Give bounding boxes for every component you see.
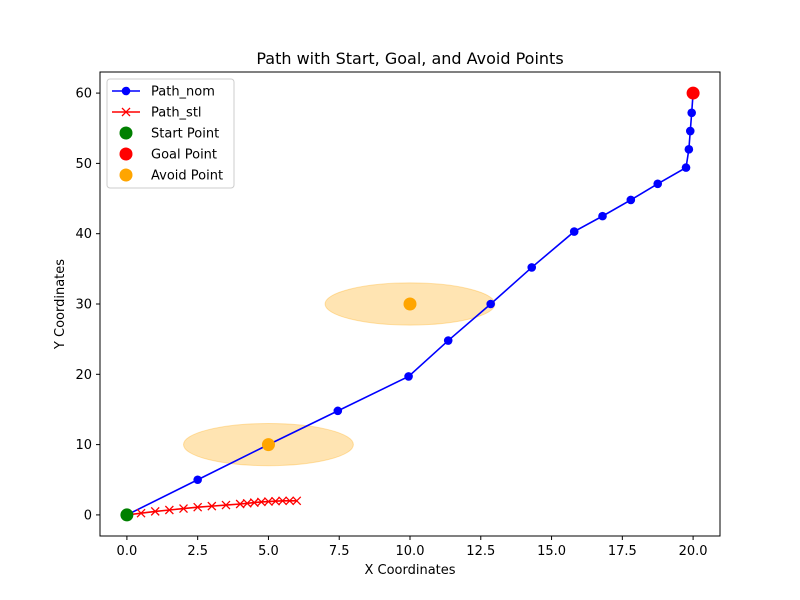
point-Path_nom-11 <box>653 179 663 189</box>
point-Path_nom-5 <box>443 336 453 345</box>
x-axis-ticks: 0.0 2.5 5.0 7.5 10.0 12.5 15.0 17.5 20.0 <box>117 536 708 559</box>
x-tick-label-1: 2.5 <box>187 544 208 559</box>
y-axis-label: Y Coordinates <box>53 259 68 350</box>
point-Path_stl-10 <box>249 498 259 508</box>
x-tick-label-6: 15.0 <box>537 544 566 559</box>
point-Path_stl-2 <box>150 506 160 516</box>
svg-text:Avoid Point: Avoid Point <box>151 169 223 184</box>
svg-text:Path_nom: Path_nom <box>151 85 215 100</box>
point-Path_stl-4 <box>179 504 188 514</box>
goal-point-marker-0 <box>686 86 700 100</box>
plot-area <box>120 86 700 522</box>
avoid-point-marker-0 <box>261 438 275 452</box>
y-tick-label-3: 30 <box>75 298 92 313</box>
point-Path_stl-3 <box>164 505 174 515</box>
x-tick-label-0: 0.0 <box>117 544 138 559</box>
legend-entry-avoid-point: Avoid Point <box>119 168 223 184</box>
point-Path_nom-9 <box>598 211 607 221</box>
y-tick-label-4: 40 <box>75 227 92 242</box>
point-Path_nom-6 <box>486 299 495 309</box>
legend-entry-goal-point: Goal Point <box>119 147 217 163</box>
point-Path_nom-8 <box>569 227 579 236</box>
point-Path_nom-3 <box>333 406 343 416</box>
legend-entry-path_stl: Path_stl <box>112 106 202 121</box>
point-Path_stl-6 <box>207 501 217 511</box>
point-Path_stl-1 <box>136 508 146 518</box>
svg-text:Path_stl: Path_stl <box>151 106 202 121</box>
x-tick-label-4: 10.0 <box>396 544 425 559</box>
legend-entry-start-point: Start Point <box>119 126 219 142</box>
y-axis-ticks: 0 10 20 30 40 50 60 <box>75 87 100 523</box>
start-point-marker-0 <box>120 508 134 522</box>
point-Path_nom-4 <box>404 372 413 381</box>
svg-text:Goal Point: Goal Point <box>151 148 217 163</box>
svg-text:Start Point: Start Point <box>151 127 219 142</box>
point-Path_nom-12 <box>681 163 691 172</box>
point-Path_nom-10 <box>626 195 636 205</box>
point-Path_nom-13 <box>684 145 694 154</box>
point-Path_stl-12 <box>263 497 273 507</box>
x-tick-label-2: 5.0 <box>258 544 279 559</box>
legend: Path_nom Path_stl Start Point Goal Point Avo… <box>106 78 235 189</box>
x-axis-label: X Coordinates <box>364 563 455 578</box>
point-Path_nom-7 <box>527 263 537 272</box>
x-tick-label-3: 7.5 <box>329 544 350 559</box>
point-Path_nom-14 <box>685 126 695 136</box>
y-tick-label-6: 60 <box>75 87 92 102</box>
point-Path_stl-5 <box>193 502 203 512</box>
point-Path_nom-15 <box>687 108 696 118</box>
y-tick-label-1: 10 <box>75 438 92 453</box>
x-tick-label-8: 20.0 <box>679 544 708 559</box>
point-Path_nom-1 <box>193 475 202 485</box>
avoid-point-marker-1 <box>403 297 417 311</box>
point-Path_stl-15 <box>285 496 295 506</box>
y-tick-label-5: 50 <box>75 157 92 172</box>
y-tick-label-2: 20 <box>75 368 92 383</box>
x-tick-label-5: 12.5 <box>466 544 495 559</box>
point-Path_stl-13 <box>271 496 280 506</box>
y-tick-label-0: 0 <box>84 508 92 523</box>
point-Path_stl-9 <box>242 498 252 508</box>
chart-title: Path with Start, Goal, and Avoid Points <box>256 49 563 68</box>
x-tick-label-7: 17.5 <box>608 544 637 559</box>
legend-box <box>106 78 235 189</box>
legend-entry-path_nom: Path_nom <box>112 85 215 100</box>
point-Path_stl-11 <box>256 497 266 507</box>
point-Path_stl-14 <box>278 496 288 506</box>
point-Path_stl-8 <box>235 499 245 509</box>
point-Path_stl-7 <box>221 500 231 510</box>
point-Path_stl-16 <box>292 496 302 506</box>
